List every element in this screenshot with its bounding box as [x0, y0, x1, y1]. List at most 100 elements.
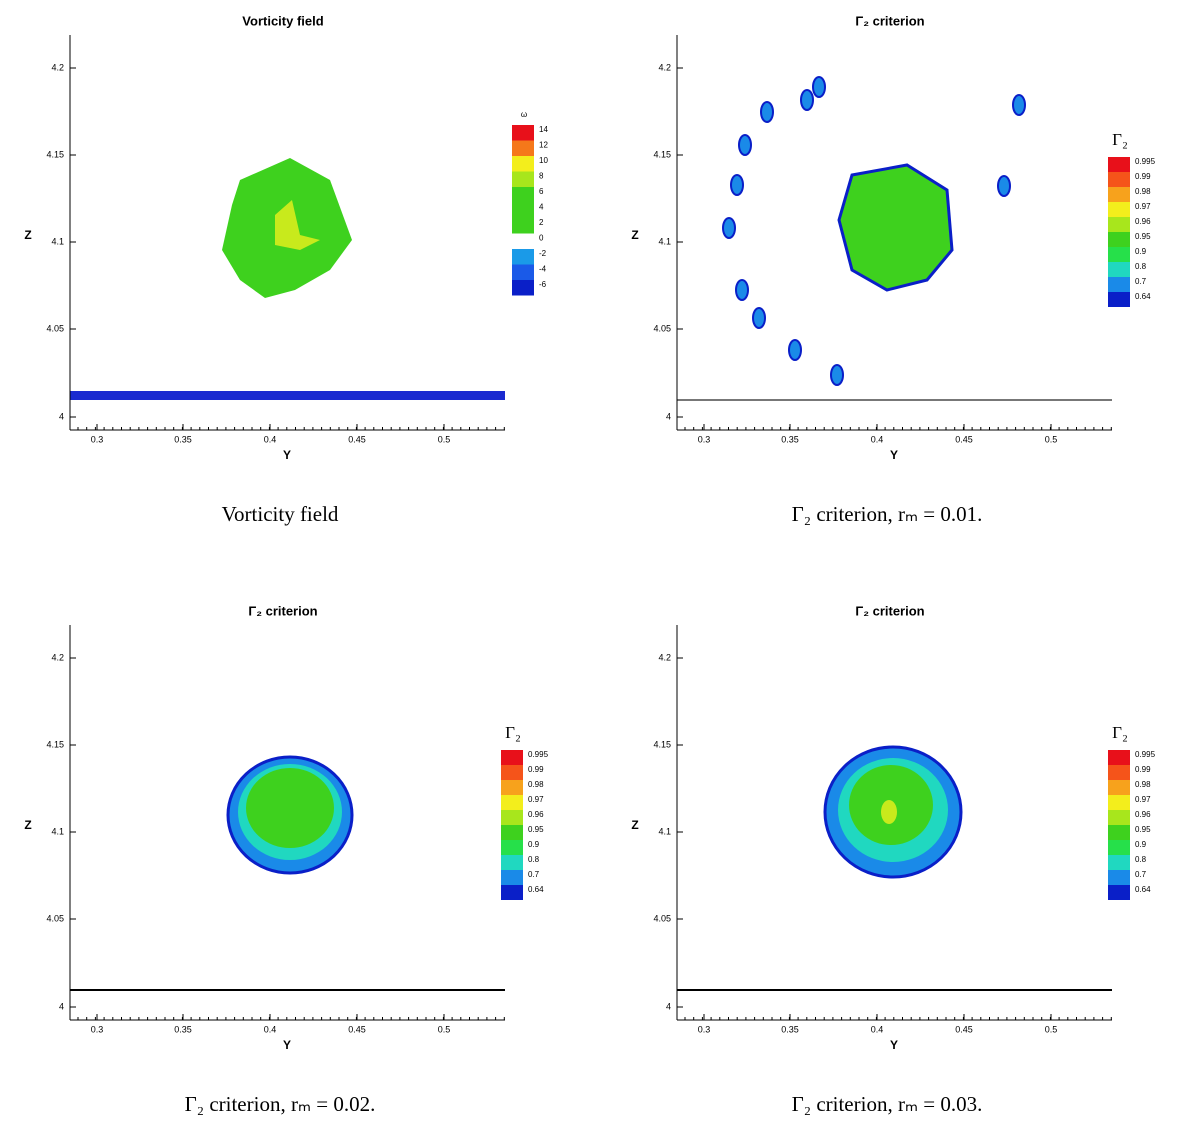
vortex-peak: [881, 800, 897, 824]
legend-label: 0.7: [1135, 870, 1147, 879]
legend-swatch: [1108, 157, 1130, 172]
y-tick-label: 4.1: [658, 826, 671, 836]
y-tick-label: 4.2: [51, 652, 64, 662]
legend-label: 0.97: [1135, 795, 1151, 804]
vortex-fragment: [788, 339, 802, 361]
vortex-fragment: [830, 364, 844, 386]
vortex-fragment: [722, 217, 736, 239]
legend-label: 0.97: [1135, 202, 1151, 211]
vortex-fragment: [1012, 94, 1026, 116]
legend-label: 12: [539, 141, 548, 150]
x-tick-label: 0.4: [264, 434, 277, 444]
legend-swatch: [512, 140, 534, 156]
legend-label: 0.95: [528, 825, 544, 834]
legend-title: Γ₂: [1112, 723, 1128, 742]
y-tick-label: 4: [666, 411, 671, 421]
vortex-core: [246, 768, 334, 848]
legend-label: 0.99: [528, 765, 544, 774]
legend-label: 0.8: [1135, 855, 1147, 864]
legend-swatch: [501, 765, 523, 780]
legend-swatch: [501, 840, 523, 855]
legend-swatch: [501, 825, 523, 840]
legend-swatch: [1108, 840, 1130, 855]
caption: Γ₂ criterion, rₘ = 0.01.: [792, 502, 983, 526]
y-tick-label: 4.15: [653, 739, 671, 749]
vortex-fragment: [738, 134, 752, 156]
x-tick-label: 0.45: [348, 434, 366, 444]
vortex-fragment: [812, 76, 826, 98]
y-axis-label: Z: [24, 818, 31, 832]
legend-label: 0.96: [528, 810, 544, 819]
y-axis-label: Z: [24, 228, 31, 242]
legend-label: 4: [539, 203, 544, 212]
panel: Vorticity field Vorticity field 0.3 0.35 0.4…: [24, 13, 548, 525]
panel-title: Vorticity field: [242, 13, 323, 28]
vortex-fragment: [760, 101, 774, 123]
legend-swatch: [1108, 292, 1130, 307]
legend-swatch: [501, 795, 523, 810]
x-tick-label: 0.4: [871, 1024, 884, 1034]
panel: Γ₂ criterion Γ₂ criterion, rₘ = 0.01. 0.3 0…: [631, 13, 1155, 525]
caption: Vorticity field: [222, 502, 339, 526]
legend-label: -6: [539, 280, 547, 289]
legend-label: 8: [539, 172, 544, 181]
x-tick-label: 0.35: [174, 434, 192, 444]
x-tick-label: 0.45: [955, 1024, 973, 1034]
y-tick-label: 4.1: [51, 826, 64, 836]
legend-swatch: [1108, 262, 1130, 277]
legend-swatch: [1108, 825, 1130, 840]
legend-label: 0.995: [1135, 157, 1156, 166]
legend-swatch: [501, 885, 523, 900]
panel-title: Γ₂ criterion: [855, 603, 924, 618]
legend-label: 0.64: [1135, 885, 1151, 894]
legend-swatch: [501, 870, 523, 885]
legend-swatch: [501, 780, 523, 795]
legend-label: -2: [539, 249, 547, 258]
legend-title: ω: [521, 110, 527, 119]
x-tick-label: 0.5: [1045, 434, 1058, 444]
x-tick-label: 0.45: [348, 1024, 366, 1034]
y-tick-label: 4: [666, 1001, 671, 1011]
caption: Γ₂ criterion, rₘ = 0.02.: [185, 1092, 376, 1116]
legend-swatch: [501, 750, 523, 765]
vortex-core: [275, 200, 320, 250]
x-axis-label: Y: [283, 448, 291, 462]
y-tick-label: 4: [59, 411, 64, 421]
legend-swatch: [1108, 202, 1130, 217]
x-tick-label: 0.3: [698, 1024, 711, 1034]
legend-label: 0.95: [1135, 825, 1151, 834]
y-tick-label: 4.15: [46, 149, 64, 159]
legend-swatch: [512, 156, 534, 172]
y-tick-label: 4.2: [51, 62, 64, 72]
legend-label: 10: [539, 156, 548, 165]
vortex-fragment: [730, 174, 744, 196]
vortex-fragment: [997, 175, 1011, 197]
vortex: [837, 163, 954, 292]
y-axis-label: Z: [631, 818, 638, 832]
legend-swatch: [1108, 870, 1130, 885]
legend-swatch: [501, 810, 523, 825]
x-axis-label: Y: [890, 1038, 898, 1052]
x-tick-label: 0.3: [91, 1024, 104, 1034]
x-tick-label: 0.3: [698, 434, 711, 444]
legend-label: 0.9: [528, 840, 540, 849]
x-tick-label: 0.35: [781, 1024, 799, 1034]
legend-swatch: [1108, 810, 1130, 825]
legend-swatch: [1108, 247, 1130, 262]
legend-swatch: [1108, 232, 1130, 247]
x-tick-label: 0.35: [781, 434, 799, 444]
x-tick-label: 0.35: [174, 1024, 192, 1034]
legend-label: 0.995: [1135, 750, 1156, 759]
legend-swatch: [512, 187, 534, 203]
y-tick-label: 4.05: [653, 913, 671, 923]
legend-label: 0: [539, 234, 544, 243]
legend-label: 0.8: [528, 855, 540, 864]
legend-swatch: [512, 202, 534, 218]
caption: Γ₂ criterion, rₘ = 0.03.: [792, 1092, 983, 1116]
legend-label: 0.995: [528, 750, 549, 759]
legend-label: 0.64: [528, 885, 544, 894]
y-tick-label: 4.05: [46, 323, 64, 333]
legend-title: Γ₂: [1112, 130, 1128, 149]
legend-swatch: [1108, 885, 1130, 900]
legend-swatch: [1108, 187, 1130, 202]
